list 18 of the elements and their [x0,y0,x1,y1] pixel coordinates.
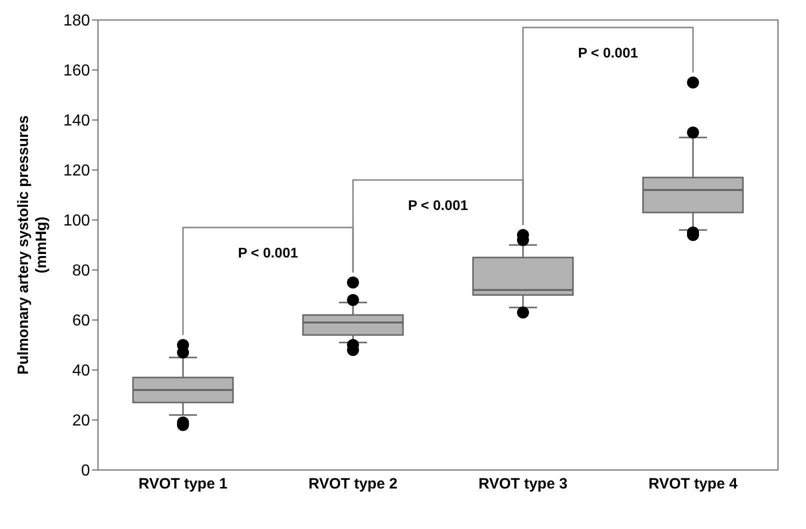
y-tick-label: 180 [63,12,90,30]
annotation: P < 0.001 [238,244,298,260]
y-tick-label: 100 [63,212,90,230]
y-tick-label: 0 [81,462,90,480]
x-tick-label: RVOT type 4 [648,476,738,493]
y-tick-label: 60 [72,312,90,330]
annotation: P < 0.001 [578,44,638,60]
y-tick-label: 160 [63,62,90,80]
y-tick-label: 40 [72,362,90,380]
y-tick-label: 20 [72,412,90,430]
y-tick-label: 140 [63,112,90,130]
x-tick-label: RVOT type 2 [308,476,398,493]
y-tick-label: 80 [72,262,90,280]
annotation: P < 0.001 [408,197,468,213]
y-tick-label: 120 [63,162,90,180]
x-tick-label: RVOT type 3 [478,476,568,493]
y-axis-title: Pulmonary artery systolic pressures (mmHg) [15,115,50,375]
x-tick-label: RVOT type 1 [138,476,228,493]
